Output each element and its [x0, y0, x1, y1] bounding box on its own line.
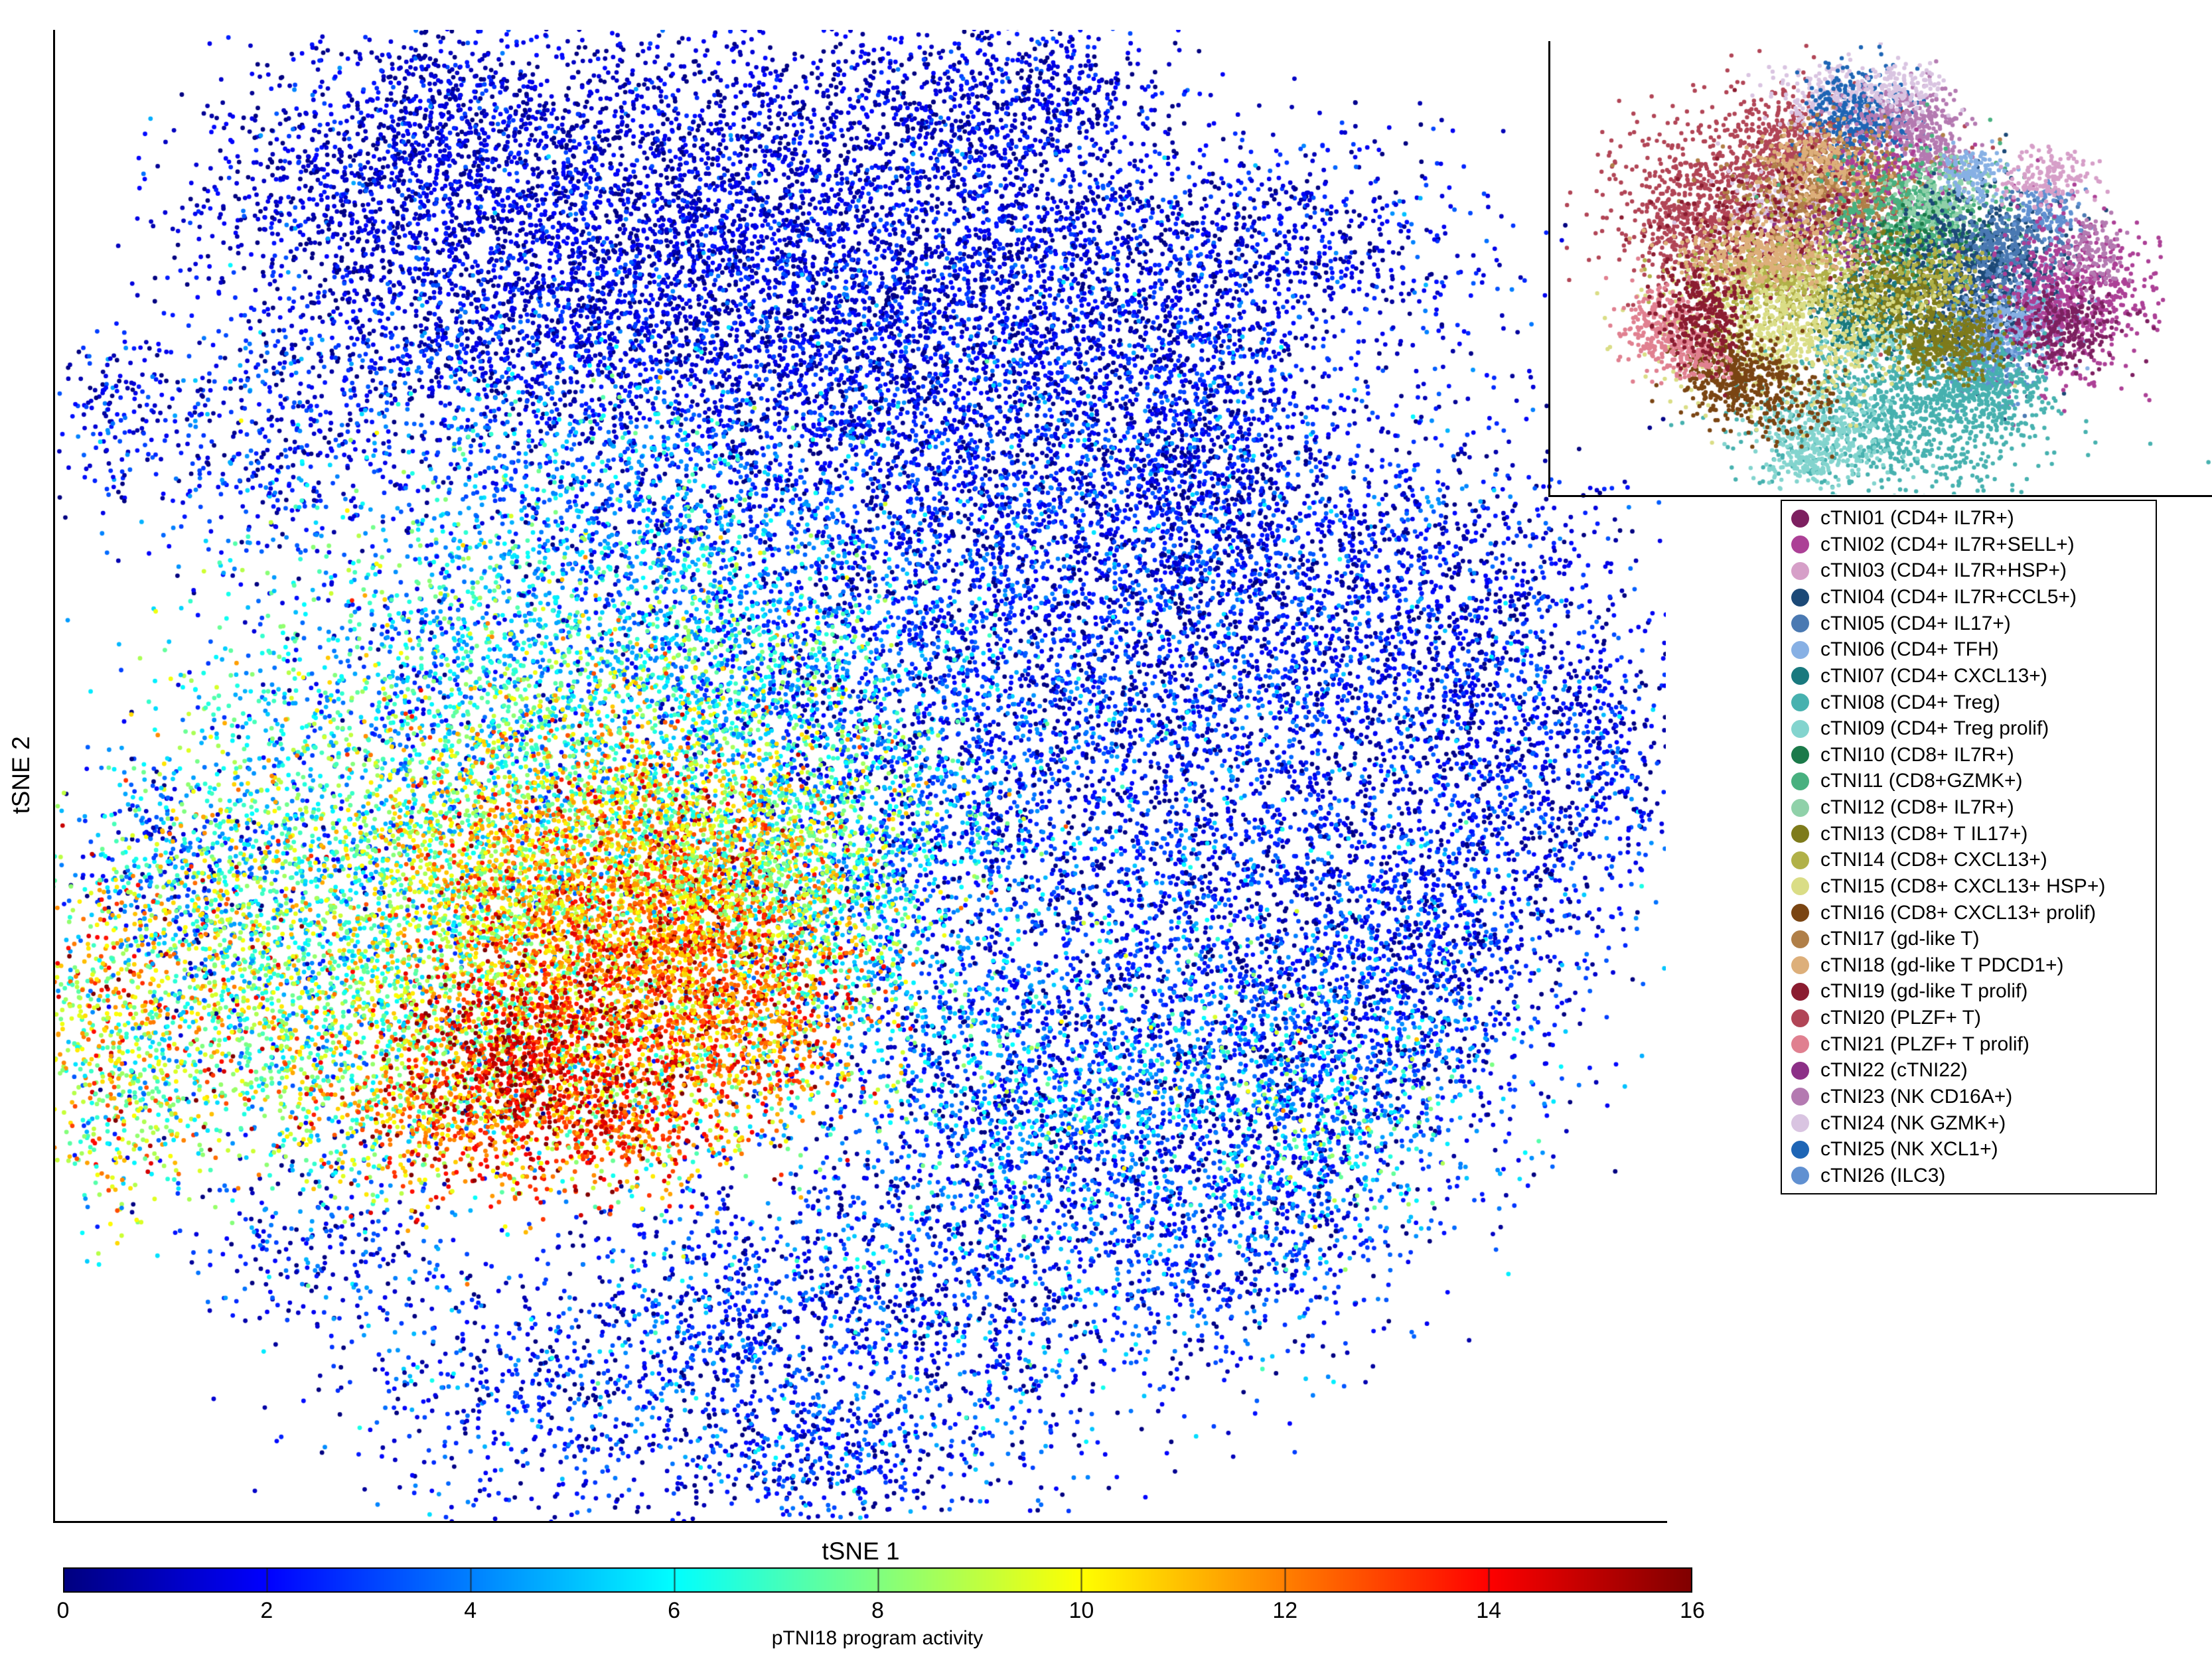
legend-item: cTNI10 (CD8+ IL7R+): [1791, 742, 2153, 768]
legend-swatch: [1791, 1114, 1809, 1132]
legend-item: cTNI04 (CD4+ IL7R+CCL5+): [1791, 585, 2153, 611]
legend-item: cTNI21 (PLZF+ T prolif): [1791, 1031, 2153, 1057]
y-axis-line: [53, 30, 55, 1523]
legend-label: cTNI11 (CD8+GZMK+): [1820, 770, 2023, 792]
legend-label: cTNI13 (CD8+ T IL17+): [1820, 822, 2028, 845]
legend-item: cTNI13 (CD8+ T IL17+): [1791, 821, 2153, 847]
colorbar-tick-label: 14: [1476, 1598, 1502, 1623]
colorbar-tick-label: 8: [871, 1598, 884, 1623]
main-tsne-scatter: [54, 30, 1666, 1521]
legend-label: cTNI14 (CD8+ CXCL13+): [1820, 849, 2047, 871]
legend-item: cTNI08 (CD4+ Treg): [1791, 689, 2153, 715]
legend-label: cTNI04 (CD4+ IL7R+CCL5+): [1820, 586, 2077, 608]
legend-item: cTNI17 (gd-like T): [1791, 926, 2153, 952]
legend-label: cTNI09 (CD4+ Treg prolif): [1820, 717, 2049, 740]
colorbar-tick-label: 4: [464, 1598, 477, 1623]
legend-label: cTNI20 (PLZF+ T): [1820, 1007, 1981, 1029]
colorbar-tick-label: 0: [56, 1598, 70, 1623]
legend-label: cTNI15 (CD8+ CXCL13+ HSP+): [1820, 875, 2106, 897]
legend-swatch: [1791, 982, 1809, 1001]
legend-item: cTNI07 (CD4+ CXCL13+): [1791, 663, 2153, 689]
legend-item: cTNI26 (ILC3): [1791, 1163, 2153, 1189]
legend-swatch: [1791, 561, 1809, 580]
legend-swatch: [1791, 877, 1809, 896]
legend-item: cTNI14 (CD8+ CXCL13+): [1791, 847, 2153, 873]
legend-swatch: [1791, 1140, 1809, 1159]
legend-label: cTNI05 (CD4+ IL17+): [1820, 612, 2011, 634]
legend-item: cTNI24 (NK GZMK+): [1791, 1110, 2153, 1136]
legend-label: cTNI24 (NK GZMK+): [1820, 1112, 2006, 1134]
legend-item: cTNI16 (CD8+ CXCL13+ prolif): [1791, 900, 2153, 926]
legend-label: cTNI22 (cTNI22): [1820, 1059, 1968, 1082]
legend-swatch: [1791, 930, 1809, 948]
legend-item: cTNI01 (CD4+ IL7R+): [1791, 506, 2153, 532]
legend-label: cTNI10 (CD8+ IL7R+): [1820, 743, 2014, 766]
legend-label: cTNI03 (CD4+ IL7R+HSP+): [1820, 559, 2067, 582]
legend-swatch: [1791, 719, 1809, 738]
legend-swatch: [1791, 1009, 1809, 1027]
legend-label: cTNI16 (CD8+ CXCL13+ prolif): [1820, 901, 2097, 924]
legend-swatch: [1791, 588, 1809, 607]
legend-swatch: [1791, 693, 1809, 711]
legend-swatch: [1791, 825, 1809, 843]
legend-swatch: [1791, 1061, 1809, 1080]
legend-label: cTNI02 (CD4+ IL7R+SELL+): [1820, 533, 2075, 555]
legend-swatch: [1791, 904, 1809, 922]
colorbar-label: pTNI18 program activity: [771, 1627, 984, 1649]
legend-item: cTNI03 (CD4+ IL7R+HSP+): [1791, 558, 2153, 584]
x-axis-line: [53, 1521, 1667, 1523]
y-axis-label: tSNE 2: [7, 736, 35, 814]
x-axis-label: tSNE 1: [822, 1538, 900, 1565]
legend-swatch: [1791, 772, 1809, 790]
colorbar-tick-label: 6: [668, 1598, 681, 1623]
legend-item: cTNI23 (NK CD16A+): [1791, 1084, 2153, 1110]
legend-item: cTNI18 (gd-like T PDCD1+): [1791, 952, 2153, 978]
legend-swatch: [1791, 956, 1809, 975]
legend-label: cTNI17 (gd-like T): [1820, 928, 1980, 950]
legend-swatch: [1791, 1035, 1809, 1054]
cluster-legend: cTNI01 (CD4+ IL7R+) cTNI02 (CD4+ IL7R+SEL…: [1781, 500, 2157, 1194]
legend-label: cTNI01 (CD4+ IL7R+): [1820, 507, 2014, 530]
legend-swatch: [1791, 851, 1809, 869]
legend-label: cTNI06 (CD4+ TFH): [1820, 638, 1999, 661]
legend-swatch: [1791, 536, 1809, 554]
colorbar-tick-label: 10: [1069, 1598, 1094, 1623]
colorbar: [63, 1567, 1692, 1593]
legend-swatch: [1791, 798, 1809, 817]
legend-label: cTNI26 (ILC3): [1820, 1164, 1946, 1187]
legend-label: cTNI18 (gd-like T PDCD1+): [1820, 954, 2064, 976]
legend-swatch: [1791, 509, 1809, 528]
legend-item: cTNI11 (CD8+GZMK+): [1791, 768, 2153, 794]
colorbar-tick-label: 16: [1680, 1598, 1705, 1623]
legend-swatch: [1791, 640, 1809, 659]
legend-item: cTNI06 (CD4+ TFH): [1791, 637, 2153, 663]
legend-item: cTNI15 (CD8+ CXCL13+ HSP+): [1791, 873, 2153, 899]
legend-item: cTNI12 (CD8+ IL7R+): [1791, 795, 2153, 821]
legend-label: cTNI12 (CD8+ IL7R+): [1820, 796, 2014, 818]
legend-label: cTNI07 (CD4+ CXCL13+): [1820, 664, 2047, 687]
legend-swatch: [1791, 1167, 1809, 1185]
legend-item: cTNI02 (CD4+ IL7R+SELL+): [1791, 532, 2153, 557]
legend-label: cTNI25 (NK XCL1+): [1820, 1138, 1998, 1161]
inset-cluster-scatter: [1550, 42, 2211, 494]
legend-swatch: [1791, 614, 1809, 633]
legend-label: cTNI19 (gd-like T prolif): [1820, 980, 2028, 1003]
legend-swatch: [1791, 667, 1809, 685]
inset-left-axis-line: [1548, 41, 1550, 496]
legend-item: cTNI22 (cTNI22): [1791, 1058, 2153, 1084]
colorbar-tick-label: 12: [1272, 1598, 1298, 1623]
inset-bottom-axis-line: [1548, 495, 2212, 497]
legend-label: cTNI08 (CD4+ Treg): [1820, 691, 2000, 713]
legend-item: cTNI19 (gd-like T prolif): [1791, 979, 2153, 1005]
legend-label: cTNI23 (NK CD16A+): [1820, 1085, 2013, 1108]
legend-swatch: [1791, 1088, 1809, 1106]
legend-item: cTNI20 (PLZF+ T): [1791, 1005, 2153, 1031]
legend-item: cTNI25 (NK XCL1+): [1791, 1137, 2153, 1163]
colorbar-tick-label: 2: [260, 1598, 273, 1623]
legend-swatch: [1791, 746, 1809, 764]
legend-label: cTNI21 (PLZF+ T prolif): [1820, 1033, 2029, 1055]
legend-item: cTNI09 (CD4+ Treg prolif): [1791, 716, 2153, 742]
legend-item: cTNI05 (CD4+ IL17+): [1791, 611, 2153, 636]
